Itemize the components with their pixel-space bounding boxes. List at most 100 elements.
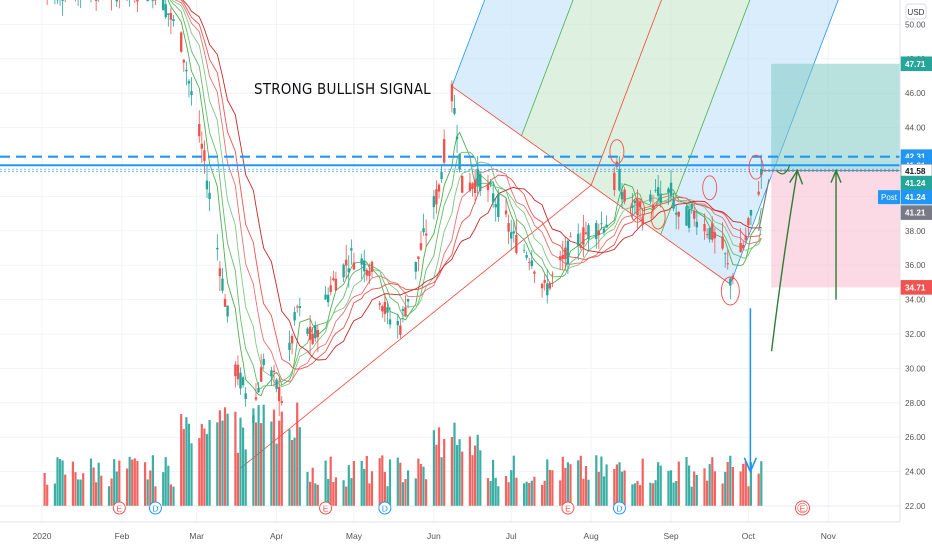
volume-bar <box>353 461 355 506</box>
time-axis-background <box>0 522 932 550</box>
volume-bar <box>180 414 182 506</box>
volume-bar <box>312 468 314 506</box>
volume-bar <box>453 423 455 506</box>
volume-bar <box>330 457 332 506</box>
chart-annotation-text: STRONG BULLISH SIGNAL <box>254 80 431 98</box>
candle-body <box>348 268 350 272</box>
volume-bar <box>587 480 589 506</box>
volume-bar <box>335 477 337 506</box>
volume-bar <box>600 457 602 507</box>
candle-body <box>745 236 747 240</box>
volume-bar <box>131 460 133 506</box>
candle-body <box>582 227 584 244</box>
candle-body <box>386 307 388 312</box>
volume-bar <box>471 455 473 506</box>
candle-body <box>613 173 615 190</box>
candle-body <box>291 336 293 343</box>
volume-bar <box>435 445 437 506</box>
candle-body <box>577 234 579 246</box>
x-tick-label: Mar <box>189 531 204 541</box>
volume-bar <box>170 484 172 506</box>
candle-body <box>324 294 326 299</box>
candle-body <box>183 60 185 63</box>
candle-body <box>639 201 641 207</box>
x-tick-label: Sep <box>663 531 678 541</box>
y-tick-label: 36.00 <box>905 261 926 270</box>
candle-body <box>317 330 319 337</box>
volume-bar <box>580 456 582 506</box>
volume-bar <box>152 455 154 506</box>
candle-body <box>260 367 262 381</box>
volume-bar <box>636 481 638 506</box>
candle-body <box>525 255 527 258</box>
candle-body <box>621 192 623 199</box>
volume-bar <box>595 455 597 506</box>
candle <box>162 0 164 10</box>
candle-body <box>255 397 257 399</box>
candle-body <box>330 285 332 292</box>
volume-bar <box>108 486 110 506</box>
price-badge: 47.71 <box>901 57 932 71</box>
volume-bar <box>618 462 620 506</box>
volume-bar <box>616 464 618 506</box>
price-badge-label: 47.71 <box>905 60 926 69</box>
volume-bar <box>291 440 293 506</box>
volume-bar <box>404 479 406 506</box>
x-tick-label: Aug <box>584 531 599 541</box>
candle-body <box>335 279 337 291</box>
volume-bar <box>216 422 218 506</box>
volume-bar <box>760 461 762 506</box>
candle-body <box>696 222 698 228</box>
candle-body <box>675 213 677 215</box>
candle-body <box>95 0 97 1</box>
candle-body <box>275 380 277 389</box>
candle-body <box>216 248 218 249</box>
volume-bar <box>639 485 641 506</box>
candle-body <box>678 212 680 217</box>
candle-body <box>461 176 463 193</box>
candle-body <box>311 334 313 344</box>
volume-bar <box>343 480 345 506</box>
volume-bar <box>745 461 747 506</box>
candle-body <box>724 253 726 254</box>
volume-bar <box>691 487 693 506</box>
y-tick-label: 34.00 <box>905 296 926 305</box>
candle-body <box>221 279 223 291</box>
volume-bar <box>299 427 301 506</box>
volume-bar <box>711 457 713 506</box>
volume-bar <box>526 482 528 506</box>
candle-body <box>685 206 687 225</box>
volume-bar <box>118 461 120 506</box>
volume-bar <box>624 470 626 506</box>
candle-body <box>541 284 543 288</box>
volume-bar <box>425 479 427 506</box>
candle-body <box>244 393 246 399</box>
volume-bar <box>487 478 489 506</box>
volume-bar <box>461 452 463 506</box>
candle-body <box>332 278 334 280</box>
volume-bar <box>237 453 239 506</box>
volume-bar <box>255 422 257 506</box>
volume-bar <box>397 458 399 506</box>
volume-bar <box>314 483 316 506</box>
candle-body <box>479 174 481 191</box>
volume-bar <box>384 472 386 506</box>
volume-bar <box>742 464 744 506</box>
candle-body <box>544 280 546 283</box>
candle-body <box>188 81 190 84</box>
volume-bar <box>562 457 564 506</box>
candle-body <box>345 260 347 266</box>
candle-body <box>469 183 471 191</box>
volume-bar <box>219 410 221 506</box>
candle-body <box>533 272 535 274</box>
candle-body <box>546 284 548 296</box>
volume-bar <box>513 456 515 506</box>
volume-bar <box>371 471 373 506</box>
volume-bar <box>201 424 203 506</box>
volume-bar <box>144 462 146 506</box>
volume-bar <box>469 437 471 507</box>
candle-body <box>407 299 409 302</box>
